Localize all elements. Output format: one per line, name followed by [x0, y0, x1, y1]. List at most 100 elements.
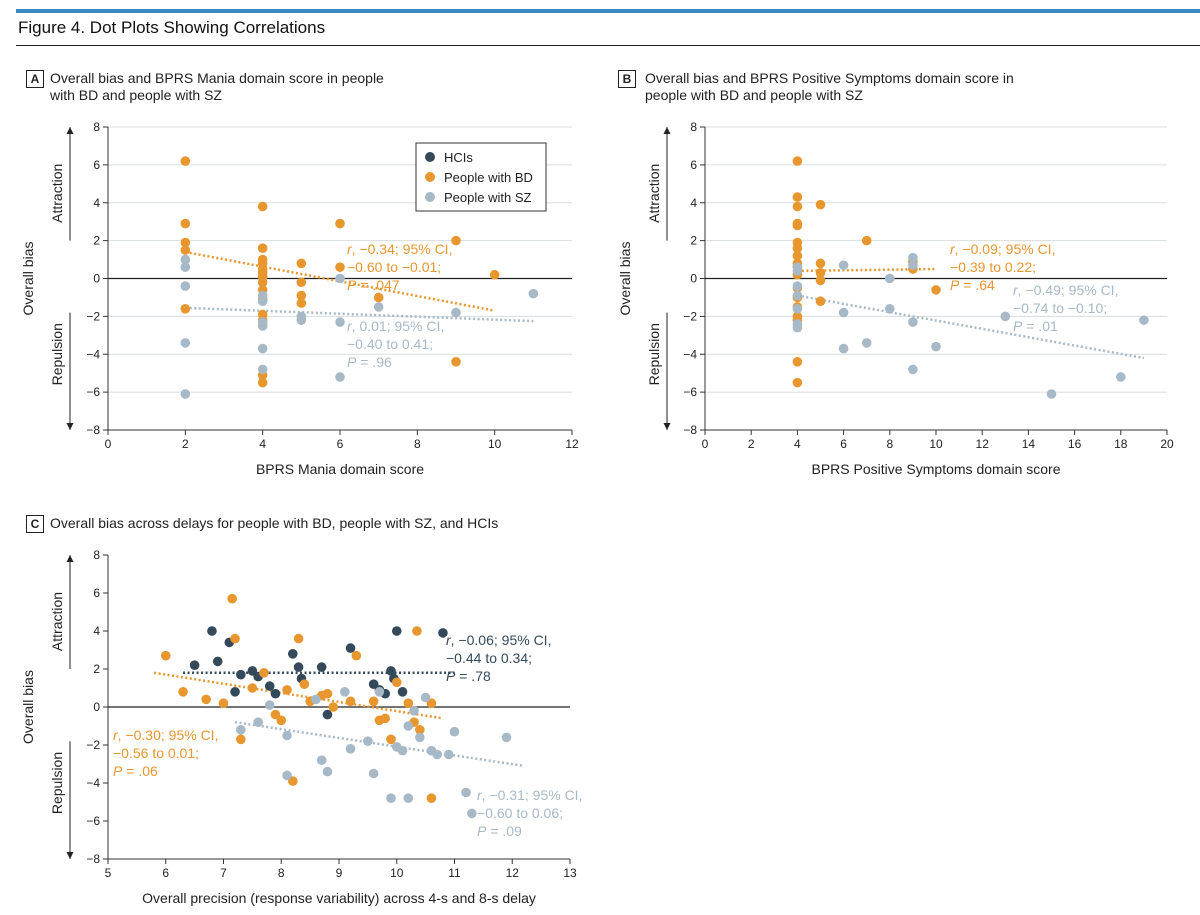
panel-c-point-hcis: [293, 662, 304, 672]
panel-b-annotation-line: −0.39 to 0.22;: [950, 259, 1036, 275]
panel-c-point-people-with-bd: [160, 650, 171, 661]
panel-c-annotation-stat-text: = .06: [122, 763, 158, 779]
panel-c-letter: C: [26, 515, 44, 533]
panel-c-point-people-with-sz: [316, 755, 327, 765]
panel-c-point-hcis: [270, 688, 281, 699]
legend-label: People with SZ: [444, 190, 531, 205]
panel-b-x-tick-label: 0: [702, 437, 709, 451]
panel-c-x-tick-label: 9: [336, 866, 343, 880]
panel-a-point-people-with-sz: [257, 343, 268, 354]
panel-c-point-people-with-bd: [201, 694, 211, 705]
panel-a-point-people-with-sz: [335, 317, 345, 327]
panel-c-annotation-line: r, −0.30; 95% CI,: [113, 727, 218, 743]
panel-a-title: Overall bias and BPRS Mania domain score…: [50, 70, 384, 104]
panel-b-point-people-with-bd: [792, 243, 803, 253]
panel-c-point-people-with-bd: [227, 593, 237, 604]
panel-b-x-axis-label: BPRS Positive Symptoms domain score: [812, 461, 1061, 477]
panel-b-point-people-with-bd: [792, 192, 803, 202]
panel-a-x-tick-label: 8: [414, 437, 421, 451]
panel-a-title-line-1: Overall bias and BPRS Mania domain score…: [50, 70, 384, 86]
panel-a-repulsion-label: Repulsion: [49, 323, 65, 385]
panel-b-title-line-2: people with BD and people with SZ: [645, 87, 863, 103]
panel-c-point-hcis: [438, 628, 448, 638]
panel-a-point-people-with-sz: [528, 288, 539, 299]
panel-c-point-people-with-bd: [282, 685, 292, 695]
panel-b-point-people-with-sz: [792, 304, 803, 314]
panel-a-point-people-with-sz: [296, 315, 307, 325]
panel-c-y-tick-label: 2: [93, 662, 100, 676]
legend-marker: [425, 192, 435, 202]
panel-c-point-people-with-bd: [415, 725, 425, 735]
panel-a-annotation-stat-text: , 0.01; 95% CI,: [352, 318, 445, 334]
panel-a-annotation-stat-text: −0.60 to −0.01;: [347, 259, 441, 275]
panel-c-y-tick-label: 6: [93, 586, 100, 600]
panel-a-y-tick-label: 2: [93, 234, 100, 248]
panel-b-annotation-line: −0.74 to −0.10;: [1013, 300, 1107, 316]
panel-c-title: Overall bias across delays for people wi…: [50, 515, 498, 532]
panel-c-point-people-with-sz: [403, 793, 414, 803]
panel-b-annotation-stat-symbol: r: [950, 241, 956, 257]
panel-c-annotation-stat-symbol: P: [446, 668, 456, 684]
panel-c-x-tick-label: 13: [563, 866, 577, 880]
panel-b-point-people-with-sz: [1116, 372, 1126, 382]
panel-a-point-people-with-bd: [180, 156, 191, 166]
panel-b-annotation-stat-symbol: r: [1013, 282, 1019, 298]
panel-c-point-hcis: [386, 666, 396, 676]
panel-b-point-people-with-bd: [792, 377, 803, 388]
panel-b-y-tick-label: −6: [683, 385, 697, 399]
panel-c-annotation-line: r, −0.06; 95% CI,: [446, 632, 551, 648]
panel-c-annotation-stat-text: , −0.06; 95% CI,: [451, 632, 552, 648]
panel-a-point-people-with-bd: [257, 201, 268, 212]
panel-b-point-people-with-bd: [815, 258, 826, 269]
figure-title: Figure 4. Dot Plots Showing Correlations: [18, 18, 326, 37]
panel-b-point-people-with-sz: [908, 364, 918, 375]
panel-b-point-people-with-bd: [792, 201, 803, 212]
panel-c-annotation-stat-text: , −0.30; 95% CI,: [118, 727, 219, 743]
panel-c-point-people-with-sz: [345, 744, 356, 754]
panel-a-x-tick-label: 0: [105, 437, 112, 451]
panel-b-y-tick-label: 0: [690, 272, 697, 286]
panel-a-point-people-with-bd: [257, 277, 268, 288]
panel-c-fit-line-people-with-sz: [234, 720, 524, 768]
panel-c-point-people-with-bd: [403, 698, 414, 708]
panel-a-y-axis-label: Overall bias: [20, 242, 36, 316]
panel-c-annotation-stat-symbol: P: [477, 823, 487, 839]
panel-c-annotation-line: r, −0.31; 95% CI,: [477, 787, 582, 803]
panel-a-x-tick-label: 10: [488, 437, 502, 451]
panel-c-point-people-with-sz: [311, 694, 321, 705]
panel-b-point-people-with-bd: [815, 199, 826, 210]
legend-box: [415, 142, 547, 212]
panel-b-letter: B: [618, 70, 636, 88]
panel-b-annotation-stat-text: = .01: [1022, 318, 1058, 334]
panel-a-annotation-line: P = .96: [347, 354, 392, 370]
panel-c-annotation-stat-text: −0.56 to 0.01;: [113, 745, 199, 761]
panel-a-point-people-with-sz: [373, 302, 384, 312]
panel-b-point-people-with-sz: [838, 307, 849, 318]
panel-c-point-people-with-bd: [351, 650, 362, 661]
panel-c-point-hcis: [264, 681, 275, 691]
panel-c-point-people-with-bd: [322, 688, 333, 699]
panel-b-point-people-with-bd: [815, 268, 826, 278]
panel-b-point-people-with-bd: [815, 296, 826, 307]
panel-c-x-axis-label: Overall precision (response variability)…: [142, 890, 536, 906]
panel-a-point-people-with-bd: [180, 245, 191, 255]
panel-b-point-people-with-sz: [861, 338, 872, 348]
panel-c-annotation-stat-symbol: P: [113, 763, 123, 779]
panel-a-point-people-with-sz: [180, 389, 191, 399]
panel-a-annotation-stat-symbol: r: [347, 241, 353, 257]
panel-b-annotation-stat-text: = .64: [959, 277, 995, 293]
panel-b-x-tick-label: 20: [1160, 437, 1174, 451]
panel-a-y-tick-label: 0: [93, 272, 100, 286]
panel-b-point-people-with-sz: [908, 252, 918, 263]
panel-c-annotation-line: P = .78: [446, 668, 491, 684]
panel-a-point-people-with-bd: [296, 258, 307, 269]
panel-b-point-people-with-bd: [792, 250, 803, 261]
panel-c-point-people-with-bd: [412, 626, 422, 636]
panel-b-point-people-with-sz: [908, 317, 918, 327]
panel-c-point-hcis: [207, 626, 217, 636]
panel-a-point-people-with-bd: [296, 277, 307, 288]
legend-marker: [425, 172, 435, 182]
panel-b-x-tick-label: 16: [1068, 437, 1082, 451]
panel-a-y-tick-label: −2: [86, 309, 100, 323]
